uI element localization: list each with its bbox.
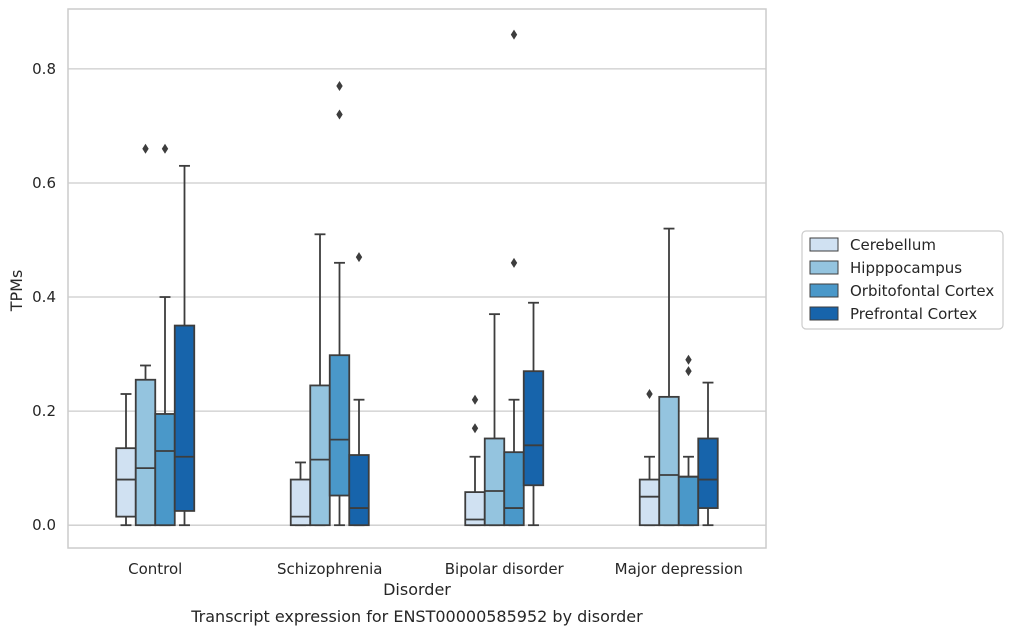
box <box>658 395 680 527</box>
y-tick-label: 0.0 <box>32 516 56 534</box>
x-tick-label: Major depression <box>615 560 743 578</box>
y-tick-label: 0.8 <box>32 60 56 78</box>
outlier-point <box>646 389 653 399</box>
box <box>677 475 700 527</box>
box-group <box>697 381 719 527</box>
legend-label: Hipppocampus <box>850 259 962 277</box>
legend-label: Cerebellum <box>850 236 936 254</box>
outlier-point <box>336 81 343 91</box>
box-group <box>464 394 486 527</box>
box <box>173 324 196 512</box>
box-group <box>677 354 700 527</box>
y-tick-label: 0.2 <box>32 402 56 420</box>
box-group <box>309 233 331 527</box>
y-tick-label: 0.4 <box>32 288 56 306</box>
box <box>154 413 176 527</box>
figure-caption: Transcript expression for ENST0000058595… <box>190 607 643 626</box>
outlier-point <box>355 252 363 263</box>
plot-boxes <box>115 29 719 527</box>
box-group <box>638 389 661 527</box>
outlier-point <box>336 109 343 120</box>
y-tick-label: 0.6 <box>32 174 56 192</box>
box-group <box>348 252 370 527</box>
legend-frame <box>801 230 1004 330</box>
legend-label: Orbitofontal Cortex <box>850 282 994 300</box>
box <box>134 378 157 527</box>
outlier-point <box>142 143 149 154</box>
box-group <box>289 461 312 527</box>
legend-swatch <box>809 283 839 298</box>
outlier-point <box>510 29 518 40</box>
outlier-point <box>161 143 169 154</box>
box-group <box>115 393 137 527</box>
x-axis-ticks: Control Schizophrenia Bipolar disorder Majo… <box>128 560 743 578</box>
y-axis-title: TPMs <box>7 270 26 313</box>
plot-frame <box>67 8 767 549</box>
box <box>503 451 525 527</box>
outlier-point <box>471 394 479 405</box>
legend-swatch <box>809 306 839 321</box>
box <box>697 437 719 509</box>
box-group <box>503 29 525 527</box>
box <box>522 370 545 487</box>
outlier-point <box>685 366 692 377</box>
box <box>289 478 312 527</box>
legend-label: Prefrontal Cortex <box>850 305 977 323</box>
box-group <box>154 143 176 527</box>
x-axis-title: Disorder <box>383 580 451 599</box>
legend-swatch <box>809 237 839 252</box>
outlier-point <box>510 257 518 268</box>
x-tick-label: Control <box>128 560 182 578</box>
legend-swatch <box>809 260 839 275</box>
box <box>328 354 351 497</box>
outlier-point <box>685 354 692 365</box>
box-group <box>173 164 196 527</box>
box-group <box>522 301 545 527</box>
box-group <box>658 227 680 527</box>
box <box>309 384 331 527</box>
y-axis-ticks: 0.0 0.2 0.4 0.6 0.8 <box>32 60 56 534</box>
box <box>638 478 661 527</box>
x-tick-label: Schizophrenia <box>277 560 382 578</box>
outlier-point <box>471 423 479 434</box>
x-tick-label: Bipolar disorder <box>445 560 565 578</box>
box <box>348 454 370 527</box>
box <box>115 447 137 518</box>
box-group <box>328 81 351 527</box>
box <box>483 437 506 527</box>
legend: Cerebellum Hipppocampus Orbitofontal Corte… <box>801 230 1004 330</box>
box-group <box>134 143 157 527</box>
box-group <box>483 313 506 527</box>
